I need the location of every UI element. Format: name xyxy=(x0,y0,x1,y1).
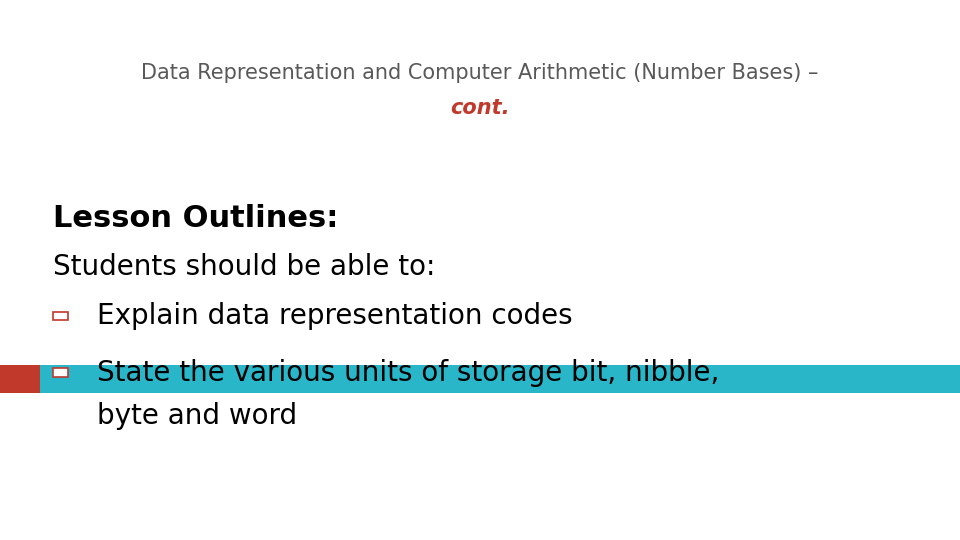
Text: Explain data representation codes: Explain data representation codes xyxy=(97,302,572,330)
Text: Students should be able to:: Students should be able to: xyxy=(53,253,435,281)
Text: Data Representation and Computer Arithmetic (Number Bases) –: Data Representation and Computer Arithme… xyxy=(141,63,819,83)
Bar xyxy=(53,312,68,320)
Text: byte and word: byte and word xyxy=(97,402,297,430)
Bar xyxy=(0,365,40,393)
Bar xyxy=(53,368,68,377)
Text: Lesson Outlines:: Lesson Outlines: xyxy=(53,204,338,233)
Text: cont.: cont. xyxy=(450,98,510,118)
Bar xyxy=(40,365,960,393)
Text: State the various units of storage bit, nibble,: State the various units of storage bit, … xyxy=(97,359,719,387)
